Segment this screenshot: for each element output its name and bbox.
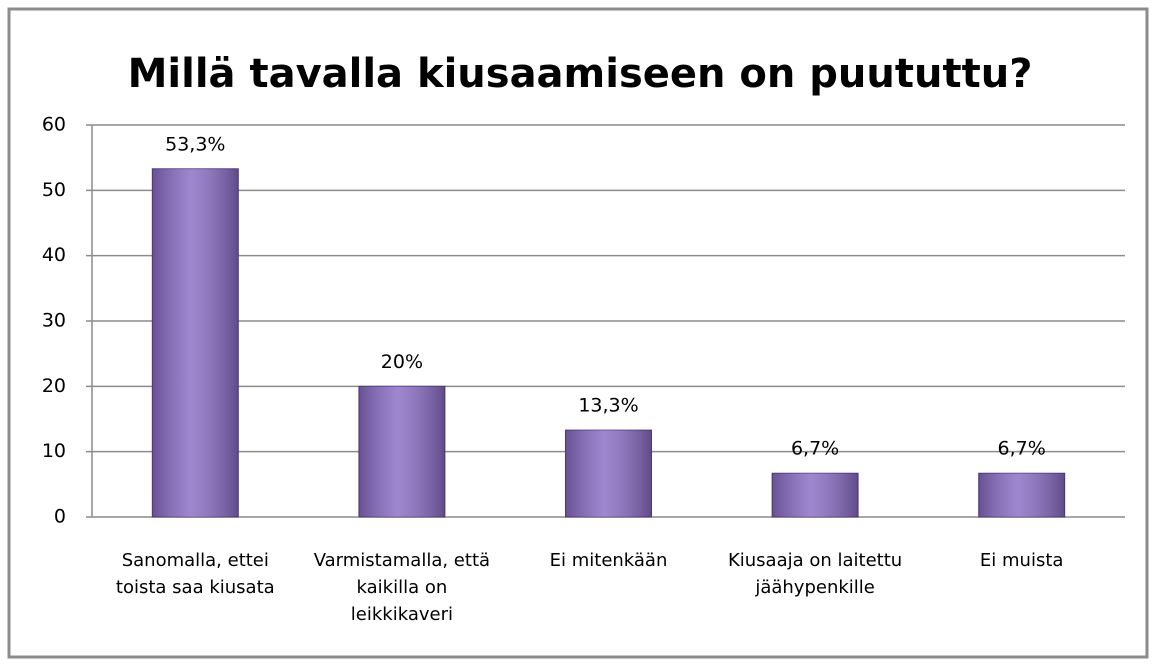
x-tick-label: Sanomalla, ettei toista saa kiusata [115,550,275,598]
y-tick-label: 50 [42,179,66,201]
y-tick-label: 10 [42,440,66,462]
y-tick-label: 0 [54,506,66,528]
value-label: 6,7% [791,438,839,460]
x-tick-label: Kiusaaja on laitettu jäähypenkille [727,550,903,598]
bar-shine [565,430,652,517]
y-tick-label: 20 [42,375,66,397]
bar-shine [772,473,859,517]
value-label: 53,3% [165,133,225,155]
bar-shine [358,386,445,517]
y-tick-label: 40 [42,244,66,266]
chart-title: Millä tavalla kiusaamiseen on puututtu? [128,51,1033,97]
value-label: 6,7% [998,438,1046,460]
x-tick-label: Ei mitenkään [549,550,668,571]
bar-shine [152,168,239,518]
x-tick-label: Ei muista [979,550,1064,571]
x-tick-label: Varmistamalla, että kaikilla on leikkika… [313,550,491,625]
y-tick-label: 30 [42,310,66,332]
value-label: 20% [381,351,423,373]
bar-shine [978,473,1065,517]
y-tick-label: 60 [42,114,66,136]
value-label: 13,3% [578,395,638,417]
